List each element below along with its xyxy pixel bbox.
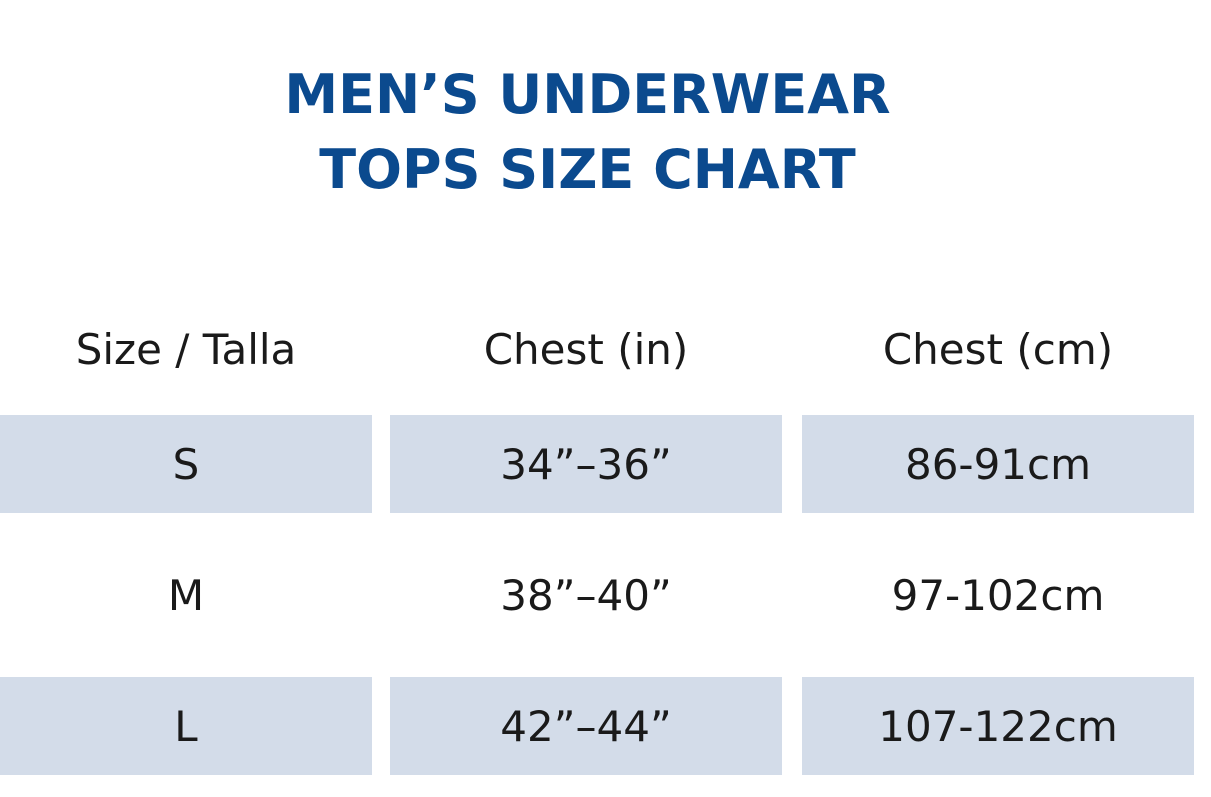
table-cell: S xyxy=(0,415,372,513)
table-cell: 107-122cm xyxy=(802,677,1194,775)
title-line: TOPS SIZE CHART xyxy=(319,138,856,201)
column-header: Chest (in) xyxy=(483,324,689,374)
table-cell: 86-91cm xyxy=(802,415,1194,513)
table-cell: 97-102cm xyxy=(891,570,1105,620)
table-cell: 34”–36” xyxy=(390,415,782,513)
table-cell: L xyxy=(0,677,372,775)
table-cell: 42”–44” xyxy=(390,677,782,775)
column-header: Size / Talla xyxy=(75,324,297,374)
column-header: Chest (cm) xyxy=(882,324,1114,374)
title-line: MEN’S UNDERWEAR xyxy=(284,63,891,126)
table-cell: 38”–40” xyxy=(500,570,672,620)
table-cell: M xyxy=(167,570,205,620)
